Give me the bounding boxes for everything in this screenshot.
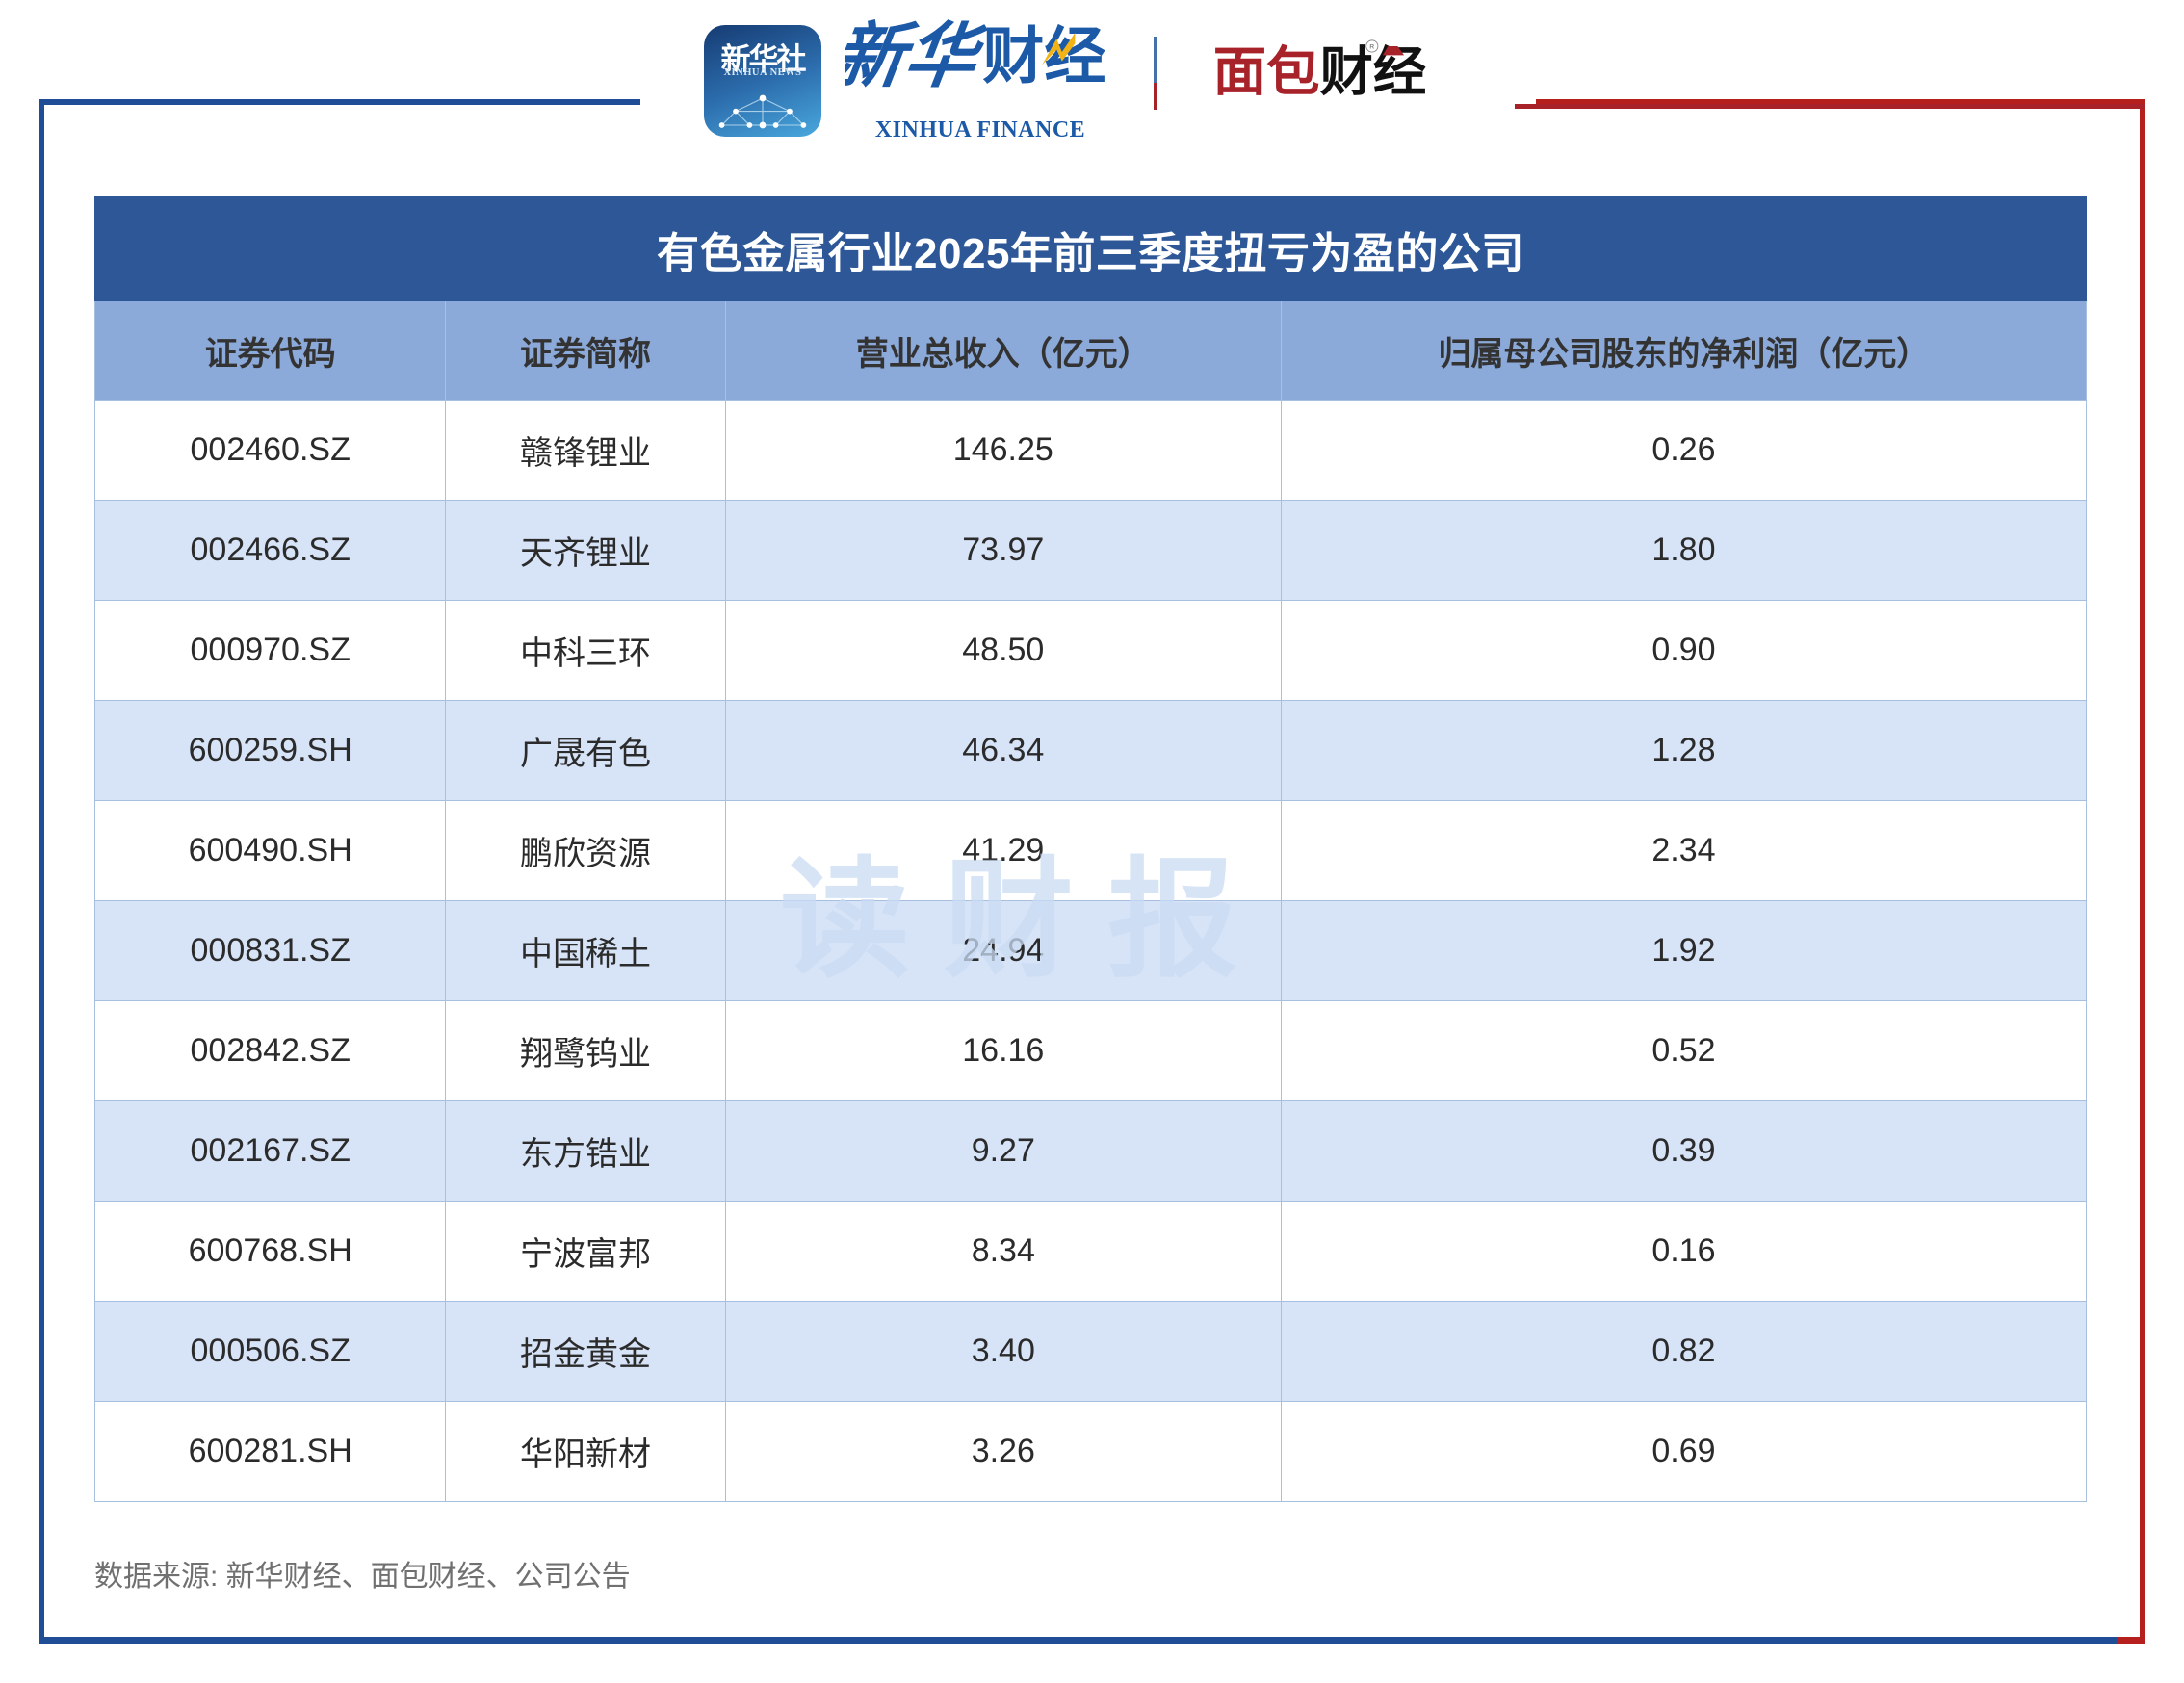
svg-text:财经: 财经 <box>982 21 1105 91</box>
svg-text:面包: 面包 <box>1213 41 1320 101</box>
svg-text:新华: 新华 <box>845 16 990 96</box>
svg-text:R: R <box>1369 44 1374 51</box>
